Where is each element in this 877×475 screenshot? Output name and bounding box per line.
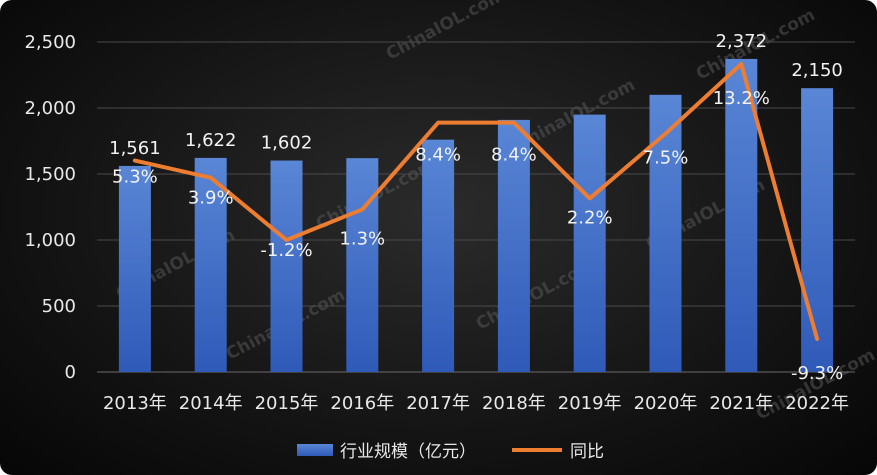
y-tick-label: 2,500 bbox=[24, 32, 76, 53]
y-tick-label: 0 bbox=[65, 362, 76, 383]
line-point bbox=[664, 132, 667, 136]
bar-data-label: 1,561 bbox=[109, 138, 161, 159]
x-tick-label: 2013年 bbox=[103, 393, 167, 414]
bar bbox=[422, 139, 455, 372]
line-point bbox=[588, 196, 592, 200]
line-data-label: 8.4% bbox=[491, 145, 537, 166]
bar bbox=[346, 158, 379, 372]
x-tick-label: 2019年 bbox=[558, 393, 622, 414]
x-tick-label: 2018年 bbox=[482, 393, 546, 414]
x-tick-label: 2014年 bbox=[179, 393, 243, 414]
y-tick-label: 2,000 bbox=[24, 98, 76, 119]
y-tick-label: 500 bbox=[42, 296, 76, 317]
y-tick-label: 1,500 bbox=[24, 164, 76, 185]
bar bbox=[649, 94, 682, 373]
bar bbox=[725, 58, 758, 373]
x-tick-label: 2021年 bbox=[709, 393, 773, 414]
bar bbox=[801, 88, 834, 372]
bar-data-label: 2,372 bbox=[716, 31, 768, 52]
line-data-label: 1.3% bbox=[339, 228, 385, 249]
line-series-yoy bbox=[132, 62, 820, 341]
line-point bbox=[815, 337, 819, 341]
line-data-label: 3.9% bbox=[188, 188, 234, 209]
line-data-label: 2.2% bbox=[567, 207, 613, 228]
watermark-text: ChinaIOL.com bbox=[383, 0, 509, 64]
bar-data-label: 1,602 bbox=[261, 133, 313, 154]
line-data-label: -9.3% bbox=[791, 363, 843, 384]
line-data-label: 7.5% bbox=[643, 148, 689, 169]
bar bbox=[573, 114, 606, 372]
legend-swatch-bar bbox=[297, 444, 333, 456]
bar bbox=[497, 119, 530, 372]
x-tick-label: 2016年 bbox=[330, 393, 394, 414]
line-point bbox=[436, 121, 440, 125]
x-tick-label: 2020年 bbox=[634, 393, 698, 414]
line-point bbox=[133, 159, 137, 163]
x-tick-label: 2015年 bbox=[255, 393, 319, 414]
legend-label-bar: 行业规模（亿元） bbox=[340, 442, 476, 462]
line-point bbox=[739, 62, 743, 66]
bar-data-label: 2,150 bbox=[791, 60, 843, 81]
line-data-label: 8.4% bbox=[415, 145, 461, 166]
line-data-label: -1.2% bbox=[260, 240, 312, 261]
line-data-label: 13.2% bbox=[713, 88, 770, 109]
legend-label-line: 同比 bbox=[570, 442, 604, 462]
line-data-label: 5.3% bbox=[112, 167, 158, 188]
x-tick-label: 2017年 bbox=[406, 393, 470, 414]
bar bbox=[118, 165, 151, 372]
bar-data-label: 1,622 bbox=[185, 130, 237, 151]
line-point bbox=[209, 176, 213, 180]
y-tick-label: 1,000 bbox=[24, 230, 76, 251]
line-point bbox=[360, 207, 364, 211]
line-point bbox=[512, 121, 516, 125]
bar bbox=[270, 160, 303, 372]
line-point bbox=[285, 238, 288, 242]
bar bbox=[194, 157, 227, 372]
x-tick-label: 2022年 bbox=[785, 393, 849, 414]
